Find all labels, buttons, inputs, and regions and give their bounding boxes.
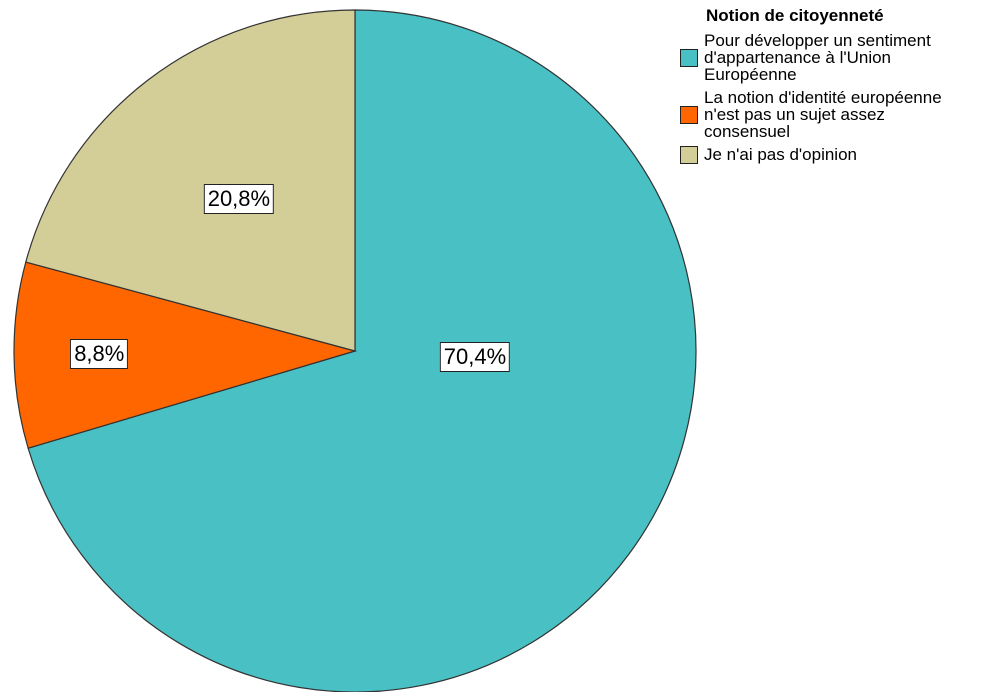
- legend-swatch: [680, 145, 698, 164]
- legend: Notion de citoyenneté Pour développer un…: [678, 6, 978, 169]
- pie-slice: [25, 9, 356, 352]
- legend-label: Pour développer un sentiment d'appartena…: [704, 31, 931, 84]
- legend-swatch: [680, 105, 698, 124]
- legend-item: Pour développer un sentiment d'appartena…: [678, 32, 964, 83]
- data-label: 20,8%: [203, 184, 275, 215]
- pie-slice: [13, 261, 358, 449]
- pie-slice: [27, 9, 697, 692]
- legend-label: Je n'ai pas d'opinion: [704, 145, 857, 164]
- legend-item: La notion d'identité européenne n'est pa…: [678, 89, 964, 140]
- data-label: 8,8%: [70, 339, 129, 370]
- legend-item: Je n'ai pas d'opinion: [678, 145, 964, 164]
- legend-title: Notion de citoyenneté: [706, 6, 884, 25]
- data-label: 70,4%: [439, 342, 511, 372]
- legend-label: La notion d'identité européenne n'est pa…: [704, 88, 942, 141]
- legend-swatch: [680, 48, 698, 67]
